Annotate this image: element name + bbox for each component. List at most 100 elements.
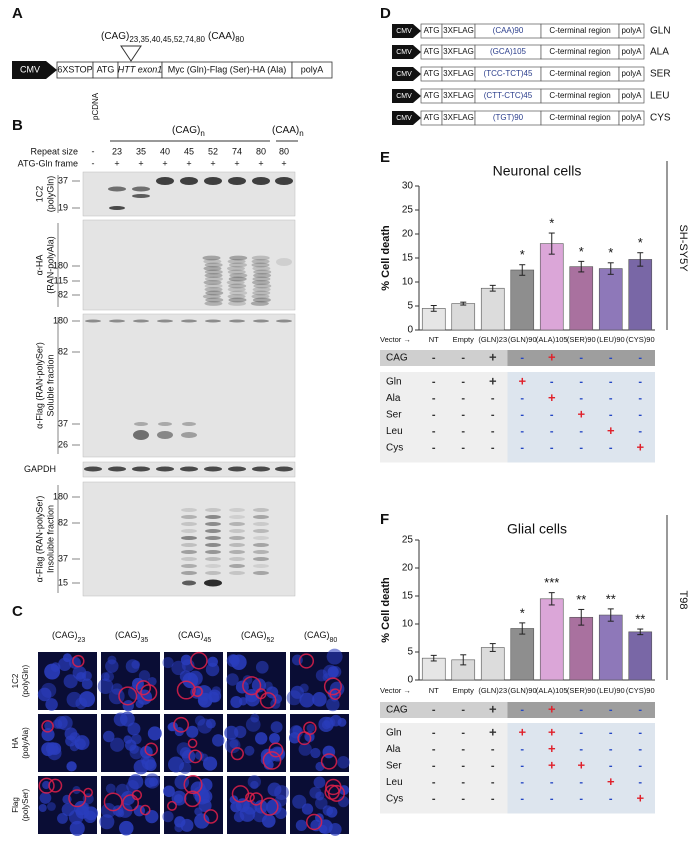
table-sign: + <box>548 390 556 405</box>
significance-label: * <box>608 245 613 260</box>
table-sign: - <box>638 409 642 421</box>
blot-band <box>132 466 150 472</box>
construct-label: polyA <box>621 26 642 35</box>
blot-band <box>252 276 271 282</box>
nucleus <box>105 659 119 673</box>
significance-label: * <box>549 215 554 230</box>
blot-label: (polyGln) <box>45 176 55 213</box>
nucleus <box>212 734 225 747</box>
nucleus <box>295 819 307 831</box>
signal <box>305 813 323 831</box>
table-sign: + <box>548 349 556 364</box>
nucleus <box>135 699 144 709</box>
signal <box>192 686 203 697</box>
nucleus <box>131 660 141 669</box>
table-sign: - <box>638 727 642 739</box>
table-row-label: Gln <box>386 377 402 388</box>
insert-marker <box>120 45 142 62</box>
nucleus <box>144 759 157 772</box>
signal <box>303 721 317 736</box>
table-row-label: Cys <box>386 794 403 805</box>
construct-label: C-terminal region <box>549 113 610 122</box>
bar <box>510 269 535 331</box>
construct-box <box>618 88 645 104</box>
construct-label: 6XSTOP <box>57 64 92 74</box>
blot-band <box>253 564 269 568</box>
table-band <box>380 702 508 718</box>
blot-band <box>276 319 292 323</box>
signal <box>230 747 244 761</box>
blot-band <box>181 432 197 438</box>
blot-band <box>252 177 270 185</box>
y-tick-label: 20 <box>402 563 414 574</box>
repeat-size: 74 <box>232 146 242 156</box>
promoter-label: CMV <box>20 64 40 74</box>
table-sign: - <box>609 743 613 755</box>
table-sign: - <box>461 352 465 364</box>
signal <box>184 790 201 808</box>
nucleus <box>250 713 260 723</box>
blot-band <box>85 319 101 323</box>
control-label: pCDNA <box>91 92 100 120</box>
column-label-main: (CAG) <box>178 630 204 640</box>
micrograph <box>38 776 98 836</box>
blot-band <box>253 269 272 275</box>
signal <box>83 787 93 798</box>
table-sign: - <box>461 442 465 454</box>
nucleus <box>163 785 175 798</box>
blot-band <box>202 255 221 261</box>
nucleus <box>301 803 314 815</box>
blot-label: (RAN-polyAla) <box>45 236 55 294</box>
nucleus <box>72 665 87 680</box>
construct-label: polyA <box>621 91 642 100</box>
table-sign: - <box>432 776 436 788</box>
table-sign: - <box>609 352 613 364</box>
promoter-arrow <box>392 24 421 38</box>
blot-band <box>253 515 269 519</box>
repeat-size: 80 <box>279 146 289 156</box>
nucleus <box>99 814 115 830</box>
blot-band <box>227 287 246 292</box>
nucleus <box>269 732 280 744</box>
micrograph <box>286 648 349 712</box>
nucleus <box>309 786 322 799</box>
column-label: (CAG)23 <box>52 630 85 643</box>
repeat-size: 35 <box>136 146 146 156</box>
blot-band <box>133 319 149 323</box>
nucleus <box>225 737 241 754</box>
construct-box <box>618 66 645 82</box>
signal <box>187 738 198 749</box>
table-sign: - <box>609 376 613 388</box>
blot-band <box>181 564 197 568</box>
column-label-sub: 52 <box>267 637 275 644</box>
promoter-arrow <box>392 111 421 125</box>
marker-label: 82 <box>58 289 68 299</box>
table-sign: - <box>461 425 465 437</box>
group-label-main: (CAA) <box>272 125 299 136</box>
nucleus <box>174 774 190 790</box>
blot-band <box>202 294 221 299</box>
table-sign: - <box>520 776 524 788</box>
construct-label: (CAA)90 <box>493 26 524 35</box>
nucleus <box>194 807 203 816</box>
table-sign: - <box>491 425 495 437</box>
bar <box>569 616 594 681</box>
nucleus <box>45 698 58 711</box>
nucleus <box>299 683 309 693</box>
nucleus <box>83 810 97 824</box>
nucleus <box>328 822 342 836</box>
marker-label: 19 <box>58 202 68 212</box>
frame-sign: + <box>138 158 143 168</box>
blot-band <box>134 422 148 426</box>
nucleus <box>162 657 174 669</box>
y-tick-label: 20 <box>402 229 414 240</box>
construct-label: (TCC-TCT)45 <box>484 69 533 78</box>
micrograph <box>101 711 162 775</box>
signal <box>48 778 63 793</box>
blot-band <box>204 276 223 282</box>
blot-band <box>253 508 269 512</box>
blot-band <box>228 283 247 289</box>
nucleus <box>224 725 239 740</box>
table-sign: - <box>550 776 554 788</box>
